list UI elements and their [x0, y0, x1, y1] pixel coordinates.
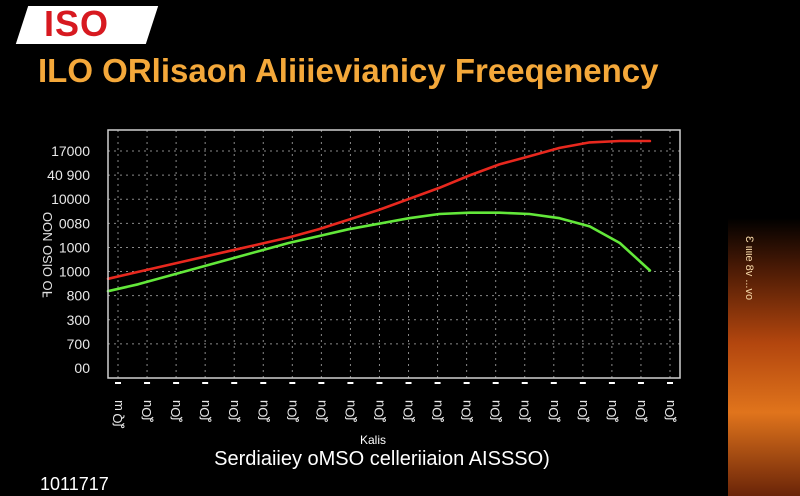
y-tick-label: 700 — [67, 336, 91, 352]
x-tick-label: ʆOu — [633, 400, 648, 422]
y-tick-label: 40 900 — [47, 167, 90, 183]
x-axis-title: Serdiaiiey oMSO celleriiaion AISSSO) — [214, 448, 550, 470]
footer-code: 1011717 — [40, 474, 109, 494]
grid-lines — [108, 130, 680, 378]
tick-labels: 17000 40 900 10000 0080 1000 1000 800 300 700 00 ʆ… — [47, 143, 677, 428]
x-tick-label: ʆOu — [575, 400, 590, 422]
x-tick-label: ʆOu — [401, 400, 416, 422]
x-tick-label: ʆOu — [342, 400, 357, 422]
x-tick-label: ʆOu — [226, 400, 241, 422]
series-line-green — [106, 211, 652, 293]
series-lines — [106, 139, 652, 293]
y-tick-label: 300 — [67, 312, 91, 328]
x-tick-label: ʆOu — [604, 400, 619, 422]
series-line-red — [106, 139, 652, 281]
x-axis-small-label: Kalis — [360, 433, 386, 447]
chart-title: ILO ORlisaon Aliiievianicy Freeqenency — [38, 52, 659, 89]
plot-frame — [107, 129, 681, 379]
x-tick-label: ʆOu — [546, 400, 561, 422]
y-tick-label: 1000 — [59, 239, 90, 255]
x-tick-label: ʆOu — [197, 400, 212, 422]
x-tick-label: ʆOu — [488, 400, 503, 422]
x-tick-label: ʆOu — [371, 400, 386, 422]
x-tick-label: ʆOu — [517, 400, 532, 422]
y-tick-label: 17000 — [51, 143, 90, 159]
side-label: Ɛ ιιιιe 8v ...vo — [743, 236, 755, 301]
side-orange-glow — [728, 218, 800, 496]
y-tick-label: 00 — [74, 360, 90, 376]
y-tick-label: 0080 — [59, 215, 90, 231]
y-axis-title: ꟻO OlSO NOO — [40, 212, 55, 298]
x-tick-label: ʆOu — [459, 400, 474, 422]
y-tick-label: 1000 — [59, 264, 90, 280]
logo-text: ISO — [44, 3, 110, 44]
x-tick-label: ʆOu — [662, 400, 677, 422]
y-tick-label: 10000 — [51, 191, 90, 207]
x-tick-label: ʆOu — [313, 400, 328, 422]
x-tick-label: ʆOu — [139, 400, 154, 422]
x-tick-label: ʆOu — [255, 400, 270, 422]
y-tick-label: 800 — [67, 288, 91, 304]
x-tick-label: ʆOu — [430, 400, 445, 422]
x-tick-label: ʆQ ɯ — [110, 400, 125, 428]
x-tick-label: ʆOu — [168, 400, 183, 422]
x-tick-label: ʆOu — [284, 400, 299, 422]
